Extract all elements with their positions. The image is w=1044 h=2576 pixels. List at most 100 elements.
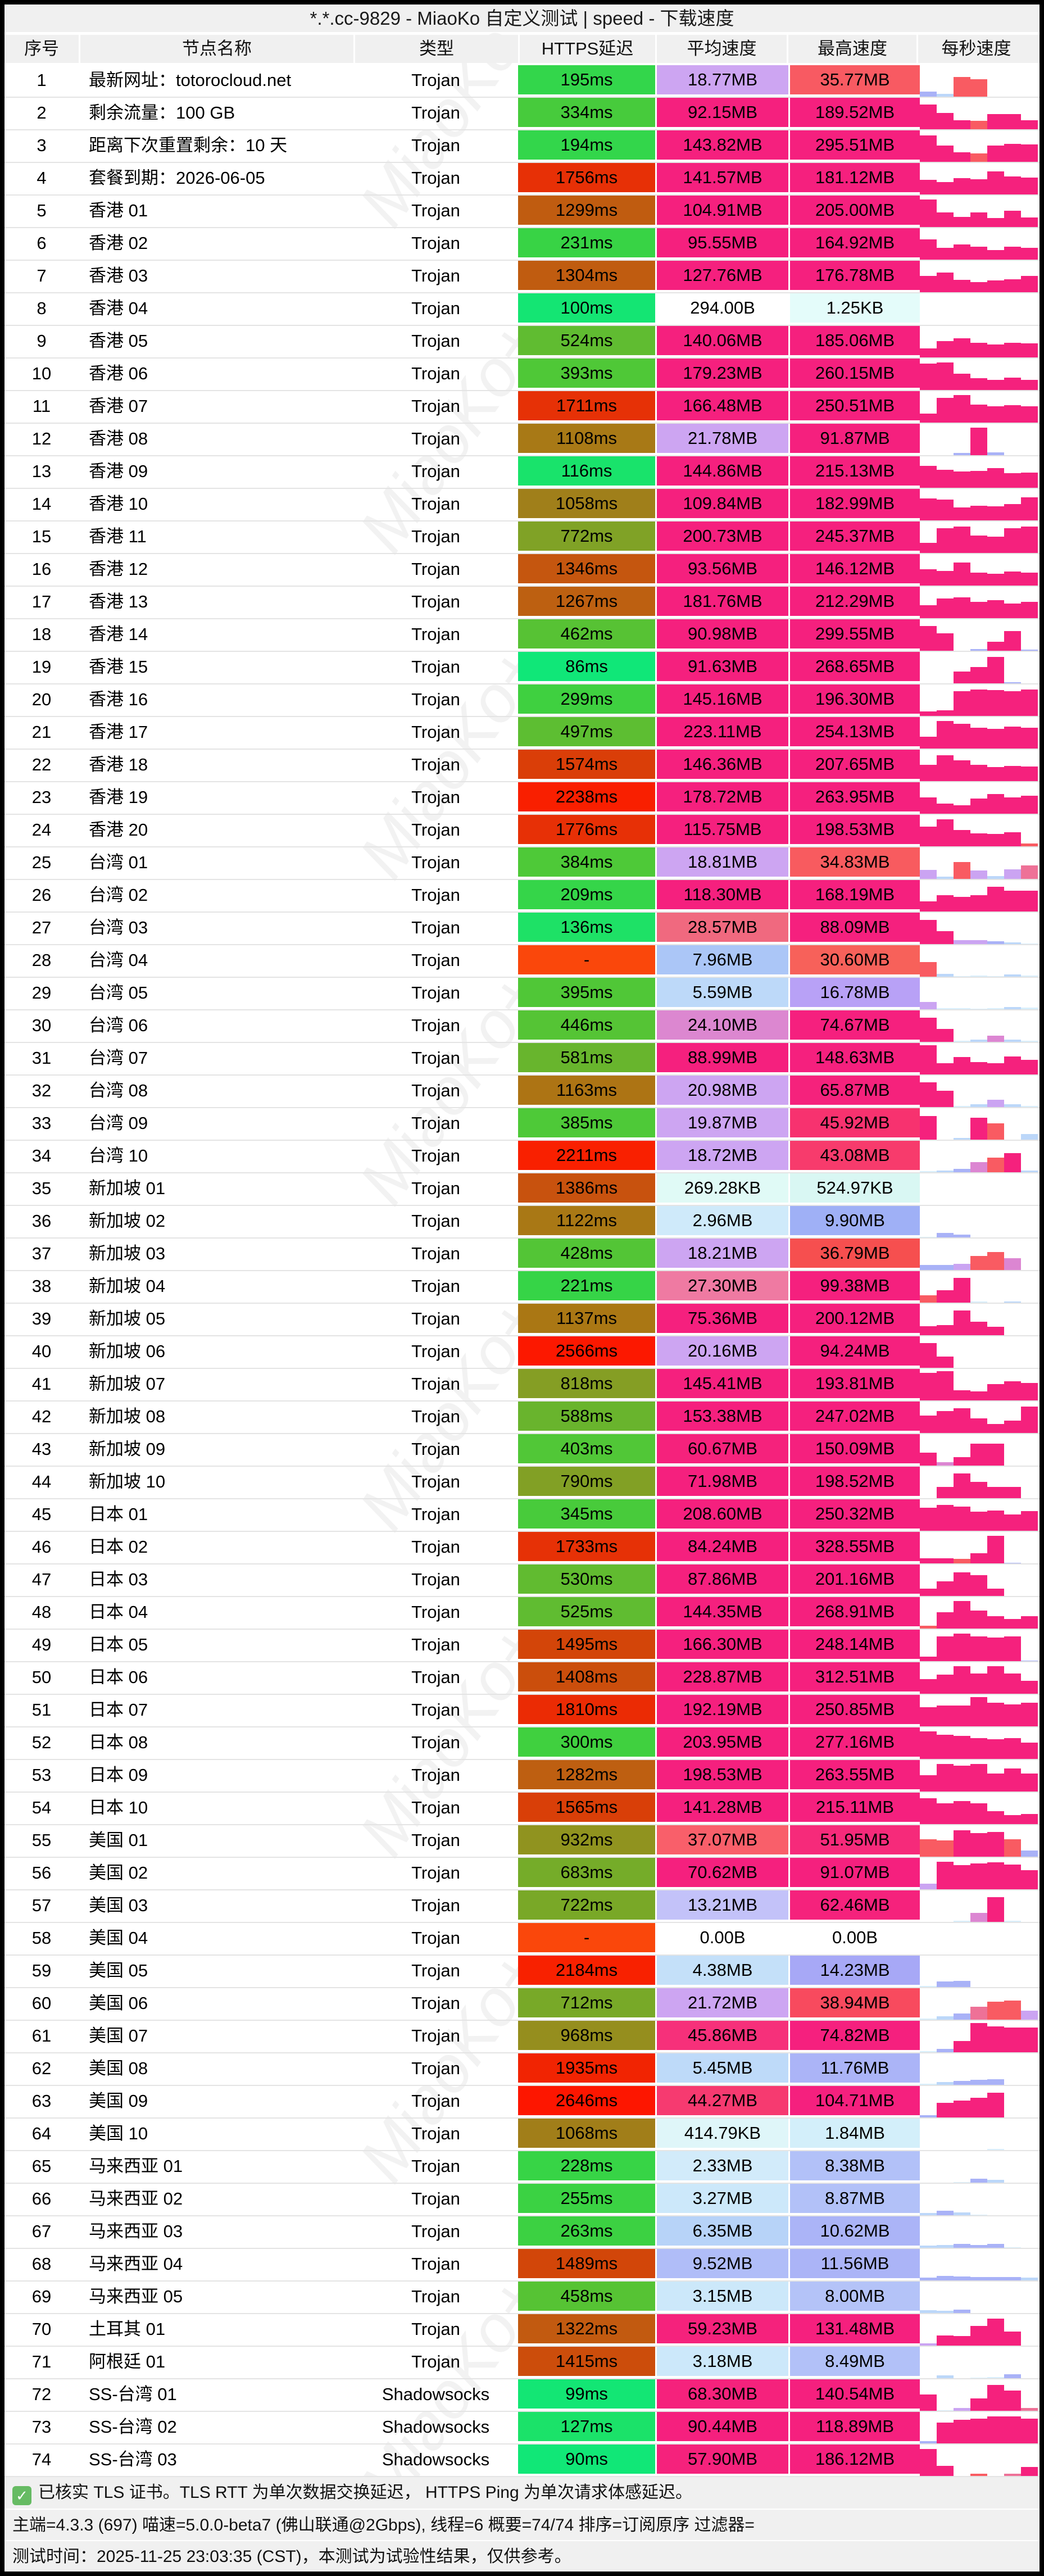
table-row: 17 香港 13 Trojan 1267ms 181.76MB 212.29MB	[4, 587, 1040, 619]
avg-speed-cell: 294.00B	[657, 293, 788, 323]
speed-bar	[987, 537, 1004, 553]
max-speed-cell: 30.60MB	[790, 945, 920, 974]
speed-bar	[954, 471, 970, 488]
node-name: 日本 01	[89, 1504, 148, 1524]
speed-chart	[920, 1956, 1038, 1987]
node-type: Trojan	[411, 1276, 460, 1296]
speed-bar	[920, 2449, 937, 2476]
max-speed-cell: 185.06MB	[790, 326, 920, 355]
speed-bar	[1004, 1921, 1021, 1922]
speed-bar	[954, 280, 970, 292]
footer-test-time: 测试时间：2025-11-25 23:03:35 (CST)，本测试为试验性结果…	[4, 2540, 1040, 2572]
speed-bar	[937, 895, 954, 911]
row-index: 36	[31, 1211, 52, 1231]
speed-bar	[1004, 1768, 1021, 1792]
node-name: 新加坡 07	[89, 1374, 166, 1394]
node-type: Trojan	[411, 1830, 460, 1850]
row-index: 9	[37, 331, 47, 351]
node-name: 台湾 01	[89, 852, 148, 872]
latency-cell: 1267ms	[518, 587, 655, 616]
speed-chart	[920, 521, 1038, 553]
node-type: Trojan	[411, 233, 460, 253]
speed-bar	[954, 507, 970, 520]
speed-bar	[937, 1840, 954, 1857]
latency-cell: 458ms	[518, 2282, 655, 2311]
avg-speed-cell: 144.86MB	[657, 456, 788, 486]
speed-bar	[920, 2213, 937, 2215]
latency-cell: 497ms	[518, 717, 655, 746]
speed-bar	[970, 1062, 987, 1074]
table-row: 24 香港 20 Trojan 1776ms 115.75MB 198.53MB	[4, 815, 1040, 847]
speed-bar	[920, 1657, 937, 1661]
node-type: Trojan	[411, 1733, 460, 1752]
latency-cell: 772ms	[518, 521, 655, 551]
speed-bar	[954, 2244, 970, 2248]
speed-bar	[987, 506, 1004, 520]
node-name: 台湾 08	[89, 1081, 148, 1100]
speed-bar	[937, 819, 954, 846]
row-index: 2	[37, 103, 47, 123]
latency-cell: -	[518, 1923, 655, 1952]
max-speed-cell: 250.32MB	[790, 1499, 920, 1529]
node-name: 香港 07	[89, 396, 148, 416]
node-name: 台湾 03	[89, 918, 148, 937]
node-name: 最新网址：totorocloud.net	[89, 70, 292, 90]
speed-chart	[920, 65, 1038, 97]
max-speed-cell: 248.14MB	[790, 1630, 920, 1659]
node-name: 新加坡 06	[89, 1341, 166, 1361]
table-row: 74 SS-台湾 03 Shadowsocks 90ms 57.90MB 186.12MB	[4, 2445, 1040, 2477]
node-name: 阿根廷 01	[89, 2352, 166, 2371]
speed-chart	[920, 228, 1038, 260]
avg-speed-cell: 181.76MB	[657, 587, 788, 616]
speed-bar	[1004, 1421, 1021, 1433]
max-speed-cell: 295.51MB	[790, 130, 920, 160]
table-row: 22 香港 18 Trojan 1574ms 146.36MB 207.65MB	[4, 750, 1040, 782]
speed-bar	[1004, 1056, 1021, 1074]
table-row: 25 台湾 01 Trojan 384ms 18.81MB 34.83MB	[4, 847, 1040, 880]
speed-bar	[987, 1666, 1004, 1694]
avg-speed-cell: 127.76MB	[657, 261, 788, 290]
page-title: *.*.cc-9829 - MiaoKo 自定义测试 | speed - 下载速…	[4, 4, 1040, 32]
column-header-name: 节点名称	[79, 35, 353, 63]
avg-speed-cell: 200.73MB	[657, 521, 788, 551]
speed-bar	[1004, 2374, 1021, 2378]
table-row: 12 香港 08 Trojan 1108ms 21.78MB 91.87MB	[4, 424, 1040, 456]
row-index: 72	[31, 2384, 52, 2404]
table-row: 36 新加坡 02 Trojan 1122ms 2.96MB 9.90MB	[4, 1206, 1040, 1239]
speed-chart	[920, 1858, 1038, 1889]
speed-bar	[1021, 248, 1038, 260]
max-speed-cell: 140.54MB	[790, 2379, 920, 2409]
speed-chart	[920, 1402, 1038, 1433]
speed-bar	[920, 2019, 937, 2020]
node-type: Trojan	[411, 2254, 460, 2274]
speed-bar	[970, 2398, 987, 2411]
node-name: 香港 09	[89, 461, 148, 481]
row-index: 6	[37, 233, 47, 253]
max-speed-cell: 198.52MB	[790, 1467, 920, 1496]
node-type: Trojan	[411, 2058, 460, 2078]
speed-bar	[987, 2180, 1004, 2183]
node-name: 美国 05	[89, 1961, 148, 1980]
speed-bar	[1004, 405, 1021, 423]
row-index: 62	[31, 2058, 52, 2078]
node-name: 日本 04	[89, 1602, 148, 1622]
speed-bar	[987, 1811, 1004, 1824]
row-index: 44	[31, 1472, 52, 1491]
avg-speed-cell: 5.59MB	[657, 978, 788, 1007]
max-speed-cell: 9.90MB	[790, 1206, 920, 1235]
speed-bar	[920, 239, 937, 260]
speed-chart	[920, 782, 1038, 814]
speed-bar	[1004, 1674, 1021, 1694]
speed-bar	[937, 1558, 954, 1563]
speed-bar	[937, 2245, 954, 2248]
speed-bar	[1004, 691, 1021, 716]
speed-bar	[1004, 2247, 1021, 2248]
avg-speed-cell: 60.67MB	[657, 1434, 788, 1463]
footer-test-config: 主端=4.3.3 (697) 喵速=5.0.0-beta7 (佛山联通@2Gbp…	[4, 2509, 1040, 2540]
latency-cell: 136ms	[518, 913, 655, 942]
speed-bar	[1004, 211, 1021, 227]
speed-bar	[1021, 144, 1038, 162]
speed-bar	[1021, 497, 1038, 520]
speed-bar	[920, 2394, 937, 2411]
report-footer: ✓ 已核实 TLS 证书。TLS RTT 为单次数据交换延迟， HTTPS Pin…	[4, 2477, 1040, 2572]
